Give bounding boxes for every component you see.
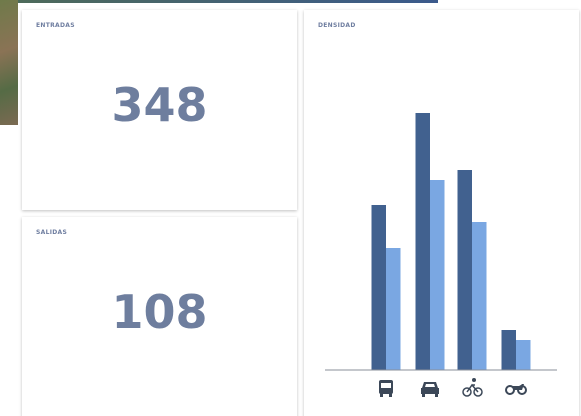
bar — [502, 330, 517, 370]
icon-part — [421, 382, 439, 394]
bar — [458, 170, 473, 370]
bar — [430, 180, 445, 370]
bar — [472, 222, 487, 370]
icon-part — [435, 393, 438, 397]
icon-part — [381, 383, 391, 388]
bar — [416, 113, 431, 370]
category-icon — [379, 380, 393, 397]
bar — [372, 205, 387, 370]
icon-part — [389, 393, 392, 397]
category-icon — [463, 378, 482, 396]
category-icon — [421, 382, 439, 397]
icon-part — [512, 384, 524, 390]
chart — [0, 0, 581, 416]
icon-part — [425, 384, 435, 387]
icon-part — [472, 378, 476, 382]
category-icon — [506, 384, 526, 394]
dashboard: ENTRADAS 348 SALIDAS 108 DENSIDAD — [0, 0, 581, 416]
icon-part — [380, 393, 383, 397]
icon-part — [422, 393, 425, 397]
bar — [516, 340, 531, 370]
bar — [386, 248, 401, 370]
